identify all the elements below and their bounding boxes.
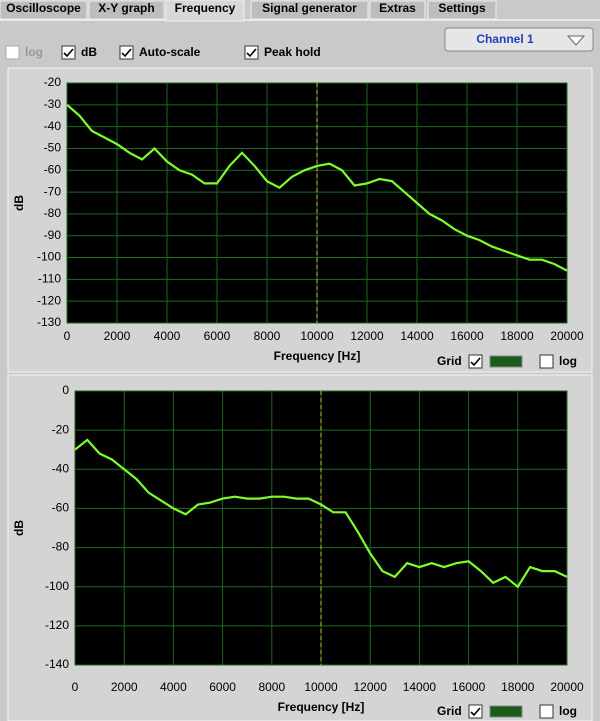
x-tick-label: 4000: [160, 680, 187, 694]
x-tick-label: 0: [72, 680, 79, 694]
x-tick-label: 10000: [300, 329, 334, 343]
x-tick-label: 8000: [258, 680, 285, 694]
grid-option-label: Grid: [437, 354, 462, 368]
x-tick-label: 4000: [154, 329, 181, 343]
y-tick-label: -100: [45, 579, 69, 593]
tab[interactable]: [250, 0, 369, 20]
tab[interactable]: [165, 0, 245, 22]
tab-label: Oscilloscope: [6, 1, 81, 15]
x-tick-label: 16000: [452, 680, 486, 694]
x-tick-label: 6000: [209, 680, 236, 694]
y-axis-label: dB: [12, 195, 26, 211]
channel-label: Channel 1: [476, 32, 534, 46]
log-option-label: log: [559, 704, 577, 718]
check-mark: [470, 357, 481, 367]
tab-label: Signal generator: [262, 1, 357, 15]
y-tick-label: -130: [37, 315, 61, 329]
spectrum-line: [74, 438, 568, 589]
x-tick-label: 12000: [350, 329, 384, 343]
checkbox[interactable]: [5, 45, 20, 60]
y-tick-label: -20: [44, 75, 62, 89]
y-tick-label: -20: [52, 422, 70, 436]
x-tick-label: 14000: [400, 329, 434, 343]
x-tick-label: 2000: [104, 329, 131, 343]
tab-label: Extras: [379, 1, 416, 15]
y-tick-label: -60: [44, 162, 62, 176]
y-tick-label: -120: [45, 618, 69, 632]
tab[interactable]: [88, 0, 165, 20]
control-label: log: [25, 45, 43, 59]
checkbox[interactable]: [539, 704, 554, 719]
checkbox[interactable]: [119, 45, 134, 60]
check-mark: [470, 707, 481, 717]
channel-dropdown[interactable]: [444, 27, 594, 52]
check-mark: [246, 48, 257, 58]
y-tick-label: -120: [37, 293, 61, 307]
control-label: dB: [81, 45, 97, 59]
checkbox[interactable]: [468, 704, 483, 719]
grid-color-swatch[interactable]: [489, 355, 523, 368]
y-tick-label: -40: [44, 119, 62, 133]
grid-color-swatch[interactable]: [489, 705, 523, 718]
x-tick-label: 12000: [354, 680, 388, 694]
tab-label: Settings: [438, 1, 486, 15]
x-tick-label: 10000: [304, 680, 338, 694]
y-tick-label: -30: [44, 97, 62, 111]
checkbox[interactable]: [539, 354, 554, 369]
x-tick-label: 6000: [204, 329, 231, 343]
y-tick-label: -40: [52, 461, 70, 475]
x-tick-label: 0: [64, 329, 71, 343]
x-tick-label: 2000: [111, 680, 138, 694]
x-tick-label: 20000: [550, 680, 584, 694]
control-label: Auto-scale: [139, 45, 201, 59]
checkbox[interactable]: [244, 45, 259, 60]
y-tick-label: -90: [44, 228, 62, 242]
tab[interactable]: [0, 0, 88, 20]
checkbox[interactable]: [468, 354, 483, 369]
x-tick-label: 8000: [254, 329, 281, 343]
x-tick-label: 18000: [500, 329, 534, 343]
control-label: Peak hold: [264, 45, 321, 59]
y-tick-label: -100: [37, 250, 61, 264]
x-tick-label: 18000: [501, 680, 535, 694]
x-tick-label: 14000: [403, 680, 437, 694]
y-tick-label: -80: [52, 540, 70, 554]
x-tick-label: 16000: [450, 329, 484, 343]
tab-strip-edge: [0, 19, 600, 21]
y-axis-label: dB: [12, 520, 26, 536]
grid-option-label: Grid: [437, 704, 462, 718]
x-tick-label: 20000: [550, 329, 584, 343]
y-tick-label: -50: [44, 141, 62, 155]
tab[interactable]: [369, 0, 426, 20]
y-tick-label: -60: [52, 501, 70, 515]
x-axis-label: Frequency [Hz]: [278, 700, 365, 714]
checkbox[interactable]: [61, 45, 76, 60]
check-mark: [63, 48, 74, 58]
y-tick-label: 0: [62, 383, 69, 397]
y-tick-label: -140: [45, 657, 69, 671]
spectrum-line: [66, 103, 568, 272]
x-axis-label: Frequency [Hz]: [274, 349, 361, 363]
log-option-label: log: [559, 354, 577, 368]
tab-label: X-Y graph: [98, 1, 154, 15]
check-mark: [121, 48, 132, 58]
tab-label: Frequency: [175, 1, 236, 15]
dropdown-arrow: [566, 35, 586, 46]
y-tick-label: -80: [44, 206, 62, 220]
y-tick-label: -110: [38, 272, 61, 286]
tab[interactable]: [427, 0, 497, 20]
y-tick-label: -70: [44, 184, 62, 198]
